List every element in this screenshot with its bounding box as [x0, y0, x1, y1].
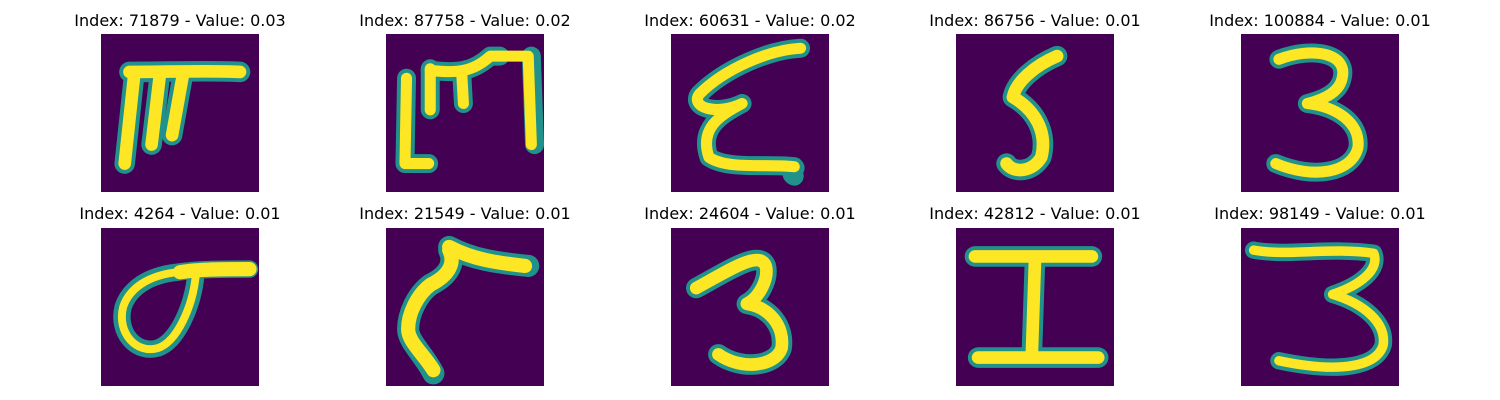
panel-title: Index: 60631 - Value: 0.02 — [644, 11, 856, 30]
panel-title: Index: 100884 - Value: 0.01 — [1209, 11, 1431, 30]
hook-stroke-image — [386, 228, 544, 386]
panel-title: Index: 24604 - Value: 0.01 — [644, 204, 856, 223]
panel-title: Index: 87758 - Value: 0.02 — [359, 11, 571, 30]
panel-title: Index: 4264 - Value: 0.01 — [79, 204, 281, 223]
three-stroke-image — [1241, 228, 1399, 386]
panel-title: Index: 42812 - Value: 0.01 — [929, 204, 1141, 223]
three-stroke-image — [1241, 34, 1399, 192]
panel-title: Index: 21549 - Value: 0.01 — [359, 204, 571, 223]
panel-title: Index: 71879 - Value: 0.03 — [74, 11, 286, 30]
bracket-m-stroke-image — [386, 34, 544, 192]
panel-title: Index: 98149 - Value: 0.01 — [1214, 204, 1426, 223]
cursive-E-stroke-image — [671, 34, 829, 192]
ruled-F-stroke-image — [101, 34, 259, 192]
serif-I-stroke-image — [956, 228, 1114, 386]
loop-stroke-image — [101, 228, 259, 386]
three-stroke-image — [671, 228, 829, 386]
five-stroke-image — [956, 34, 1114, 192]
panel-title: Index: 86756 - Value: 0.01 — [929, 11, 1141, 30]
